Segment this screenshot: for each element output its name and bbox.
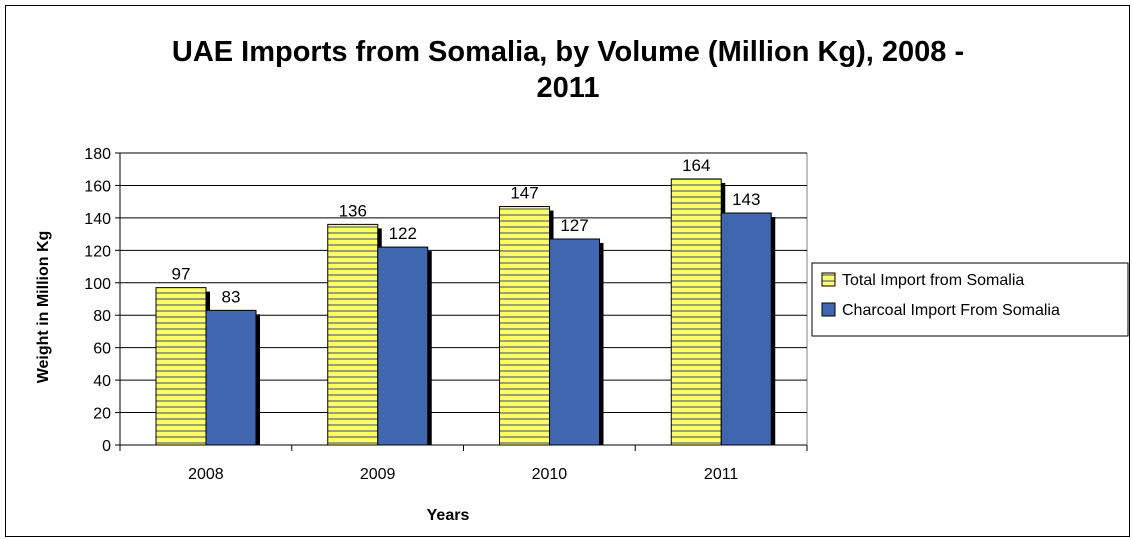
x-tick-label: 2009 [360,466,396,483]
y-tick-label: 60 [93,341,111,358]
y-tick-label: 120 [84,243,111,260]
bar-total-2010 [499,206,550,446]
bar-charcoal-2011 [720,212,772,446]
legend-swatch [821,302,836,317]
y-tick-label: 180 [84,146,111,163]
y-tick-label: 0 [102,438,111,455]
data-label: 164 [682,156,710,175]
bar-charcoal-2008 [205,309,257,446]
data-label: 83 [222,287,241,306]
chart-title-line2: 2011 [537,72,600,104]
data-label: 97 [172,265,191,284]
bar-total-2011 [670,178,722,446]
legend-swatch [821,272,836,287]
x-tick-label: 2010 [532,466,568,483]
y-tick-label: 140 [84,211,111,228]
x-tick-label: 2008 [188,466,224,483]
y-axis-title: Weight in Million Kg [35,231,52,384]
plot-area: 0 20 40 60 80 100 120 140 160 180 2008 2009 2010 2011… [84,146,808,483]
bar-charcoal-2010 [549,238,600,446]
legend-box [811,262,1129,337]
bar-total-2008 [155,287,207,446]
y-tick-label: 160 [84,178,111,195]
y-tick-label: 100 [84,276,111,293]
bar-total-2009 [327,223,379,446]
data-label: 147 [510,184,538,203]
y-tick-label: 40 [93,373,111,390]
bar-charcoal-2009 [377,246,429,446]
data-label: 143 [732,190,760,209]
x-axis-title: Years [427,507,470,524]
data-label: 122 [389,224,417,243]
legend-entry: Charcoal Import From Somalia [842,302,1060,319]
legend-entry: Total Import from Somalia [842,272,1024,289]
chart-title-line1: UAE Imports from Somalia, by Volume (Mil… [172,36,964,68]
data-label: 136 [339,201,367,220]
y-tick-label: 80 [93,308,111,325]
x-tick-label: 2011 [704,466,739,483]
y-tick-label: 20 [93,406,111,423]
legend: Total Import from Somalia Charcoal Import… [811,262,1129,337]
data-label: 127 [560,216,588,235]
